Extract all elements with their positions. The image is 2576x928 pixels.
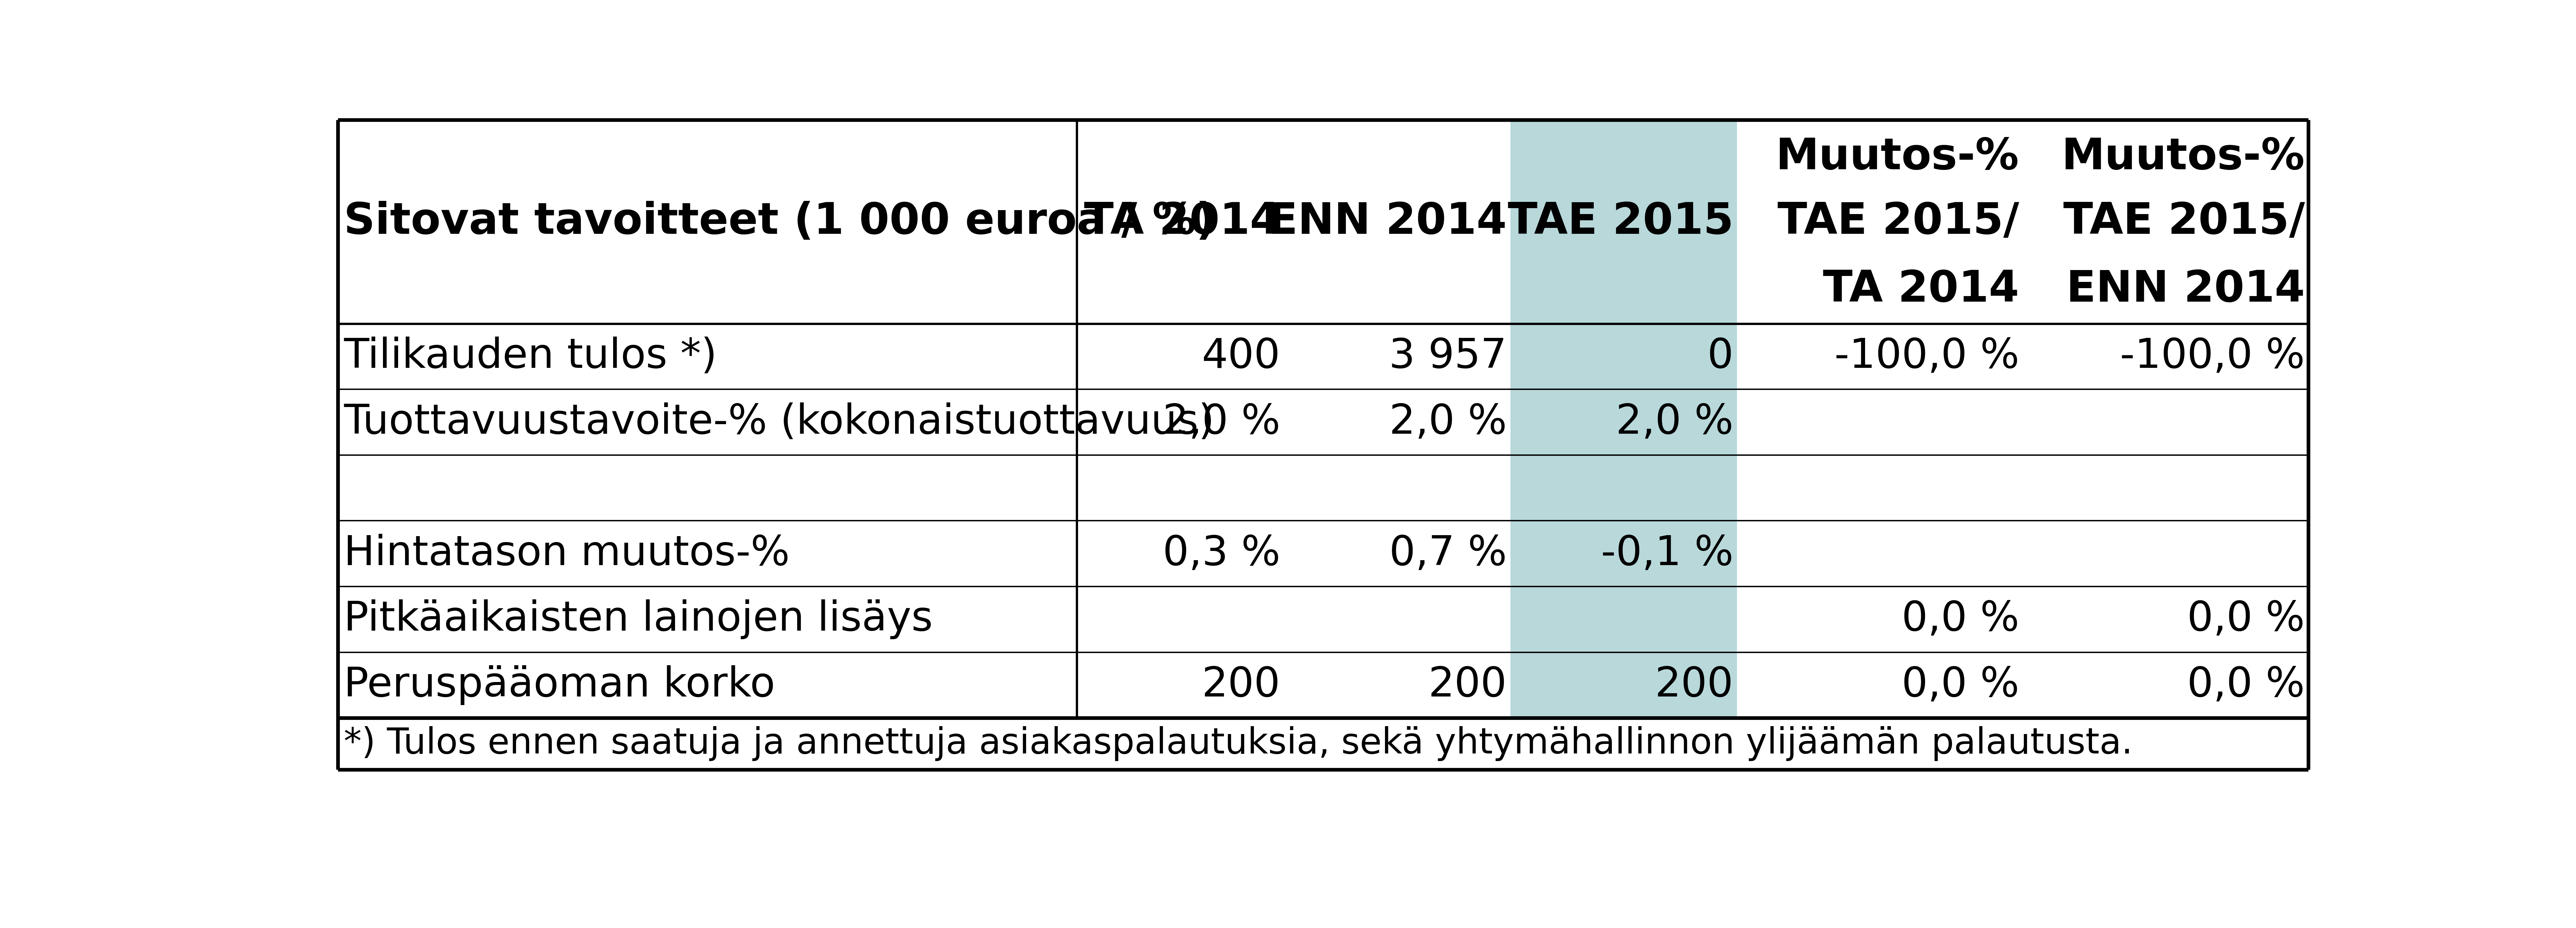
Text: 2,0 %: 2,0 % (1162, 402, 1280, 442)
Text: TAE 2015: TAE 2015 (1507, 200, 1734, 242)
Text: 2,0 %: 2,0 % (1615, 402, 1734, 442)
Text: Peruspääoman korko: Peruspääoman korko (343, 665, 775, 705)
Text: 0: 0 (1708, 337, 1734, 377)
Bar (1510, 120, 1736, 718)
Text: 0,3 %: 0,3 % (1162, 534, 1280, 574)
Text: -0,1 %: -0,1 % (1600, 534, 1734, 574)
Text: 200: 200 (1427, 665, 1507, 705)
Text: ENN 2014: ENN 2014 (2066, 269, 2306, 311)
Text: 3 957: 3 957 (1388, 337, 1507, 377)
Text: Hintatason muutos-%: Hintatason muutos-% (343, 534, 791, 574)
Text: 0,0 %: 0,0 % (1901, 599, 2020, 639)
Text: 0,0 %: 0,0 % (2187, 665, 2306, 705)
Text: TAE 2015/: TAE 2015/ (2063, 200, 2306, 242)
Text: 200: 200 (1203, 665, 1280, 705)
Text: 0,0 %: 0,0 % (1901, 665, 2020, 705)
Text: TA 2014: TA 2014 (1084, 200, 1280, 242)
Text: Tuottavuustavoite-% (kokonaistuottavuus): Tuottavuustavoite-% (kokonaistuottavuus) (343, 402, 1213, 442)
Text: 0,7 %: 0,7 % (1388, 534, 1507, 574)
Text: Pitkäaikaisten lainojen lisäys: Pitkäaikaisten lainojen lisäys (343, 599, 933, 639)
Bar (1510, 120, 1736, 718)
Text: Tilikauden tulos *): Tilikauden tulos *) (343, 337, 716, 377)
Text: ENN 2014: ENN 2014 (1267, 200, 1507, 242)
Text: -100,0 %: -100,0 % (2120, 337, 2306, 377)
Text: 0,0 %: 0,0 % (2187, 599, 2306, 639)
Text: -100,0 %: -100,0 % (1834, 337, 2020, 377)
Text: *) Tulos ennen saatuja ja annettuja asiakaspalautuksia, sekä yhtymähallinnon yli: *) Tulos ennen saatuja ja annettuja asia… (343, 727, 2133, 761)
Text: 400: 400 (1203, 337, 1280, 377)
Text: Muutos-%: Muutos-% (1775, 136, 2020, 178)
Text: 2,0 %: 2,0 % (1388, 402, 1507, 442)
Text: Sitovat tavoitteet (1 000 euroa / %): Sitovat tavoitteet (1 000 euroa / %) (343, 200, 1216, 242)
Text: TA 2014: TA 2014 (1824, 269, 2020, 311)
Text: TAE 2015/: TAE 2015/ (1777, 200, 2020, 242)
Text: Muutos-%: Muutos-% (2061, 136, 2306, 178)
Text: 200: 200 (1654, 665, 1734, 705)
